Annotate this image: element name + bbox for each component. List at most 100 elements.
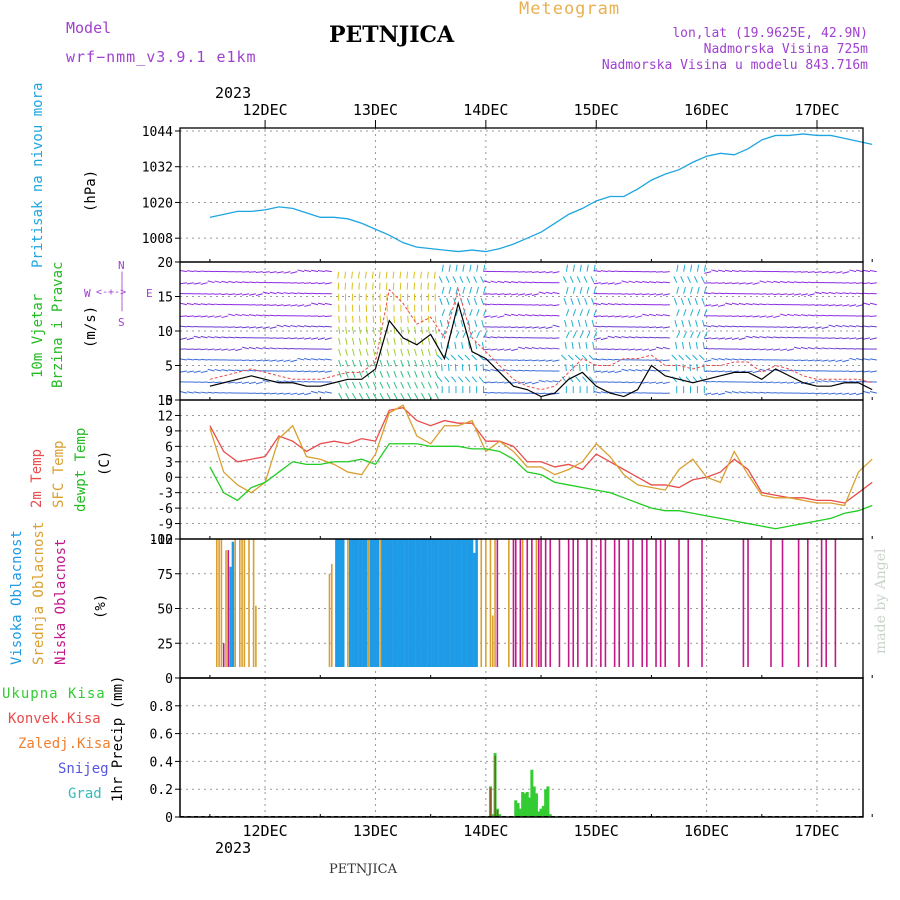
- wind-arrow: [621, 391, 629, 394]
- wind-arrow: [324, 302, 332, 306]
- wind-arrow: [420, 326, 424, 334]
- wind-arrow: [531, 281, 539, 284]
- wind-arrow: [766, 391, 774, 394]
- wind-arrow: [490, 293, 498, 295]
- wind-arrow: [473, 276, 478, 283]
- wind-arrow: [483, 336, 491, 339]
- wind-arrow: [379, 315, 382, 323]
- wind-arrow: [467, 319, 471, 327]
- wind-arrow: [711, 380, 719, 383]
- wind-arrow: [297, 392, 305, 396]
- station-title: PETNJICA: [329, 22, 455, 48]
- wind-arrow: [780, 348, 788, 351]
- wind-arrow: [437, 376, 443, 383]
- wind-arrow: [759, 348, 767, 351]
- y-tick-label: 12: [157, 409, 173, 424]
- wind-arrow: [338, 315, 340, 323]
- wind-arrow: [545, 304, 553, 307]
- wind-arrow: [773, 348, 781, 351]
- lonlat-label: lon,lat (19.9625E, 42.9N): [672, 26, 868, 41]
- wind-arrow: [586, 264, 589, 272]
- wind-arrow: [800, 281, 808, 284]
- wind-arrow: [290, 337, 298, 340]
- y-tick-label: 100: [150, 533, 173, 548]
- wind-arrow: [345, 348, 348, 356]
- wind-arrow: [807, 293, 815, 296]
- wind-arrow: [448, 309, 452, 316]
- wind-arrow: [228, 336, 236, 339]
- wind-arrow: [504, 336, 512, 339]
- wind-arrow: [828, 304, 836, 307]
- wind-arrow: [283, 292, 291, 295]
- wind-arrow: [581, 354, 588, 361]
- x-day-label-top: 13DEC: [353, 101, 398, 119]
- wind-arrow: [731, 358, 739, 361]
- wind-arrow: [393, 326, 396, 334]
- wind-arrow: [193, 335, 201, 339]
- wind-arrow: [379, 392, 384, 400]
- wind-arrow: [869, 358, 877, 361]
- wind-arrow: [445, 276, 450, 283]
- wind-arrow: [457, 376, 464, 383]
- wind-arrow: [780, 369, 788, 372]
- wind-arrow: [752, 270, 760, 273]
- wind-arrow: [283, 337, 291, 340]
- wind-arrow: [552, 359, 560, 362]
- wind-arrow: [642, 293, 650, 296]
- wind-arrow: [759, 280, 767, 284]
- wind-arrow: [752, 358, 760, 361]
- wind-arrow: [828, 324, 836, 328]
- wind-arrow: [759, 336, 767, 339]
- x-day-label-bottom: 13DEC: [353, 822, 398, 840]
- wind-arrow: [372, 381, 377, 389]
- wind-arrow: [635, 369, 643, 372]
- wind-arrow: [600, 302, 608, 306]
- wind-arrow: [469, 309, 473, 316]
- wind-arrow: [621, 381, 629, 384]
- wind-arrow: [856, 357, 864, 361]
- wind-arrow: [773, 381, 781, 384]
- wind-arrow: [483, 303, 491, 306]
- y-tick-label: 50: [157, 603, 173, 618]
- y-tick-label: 20: [157, 256, 173, 271]
- wind-arrow: [454, 364, 457, 372]
- wind-arrow: [193, 303, 201, 306]
- wind-arrow: [186, 337, 194, 341]
- wind-arrow: [221, 336, 229, 339]
- wind-arrow: [701, 298, 705, 305]
- wind-arrow: [427, 337, 431, 345]
- wind-arrow: [179, 302, 188, 306]
- wind-arrow: [524, 359, 532, 362]
- wind-arrow: [345, 370, 349, 378]
- altitude-label: Nadmorska Visina 725m: [703, 42, 868, 57]
- wind-arrow: [324, 358, 332, 361]
- wind-arrow: [235, 336, 243, 339]
- wind-arrow: [545, 314, 553, 317]
- wind-arrow: [694, 298, 698, 305]
- wind-arrow: [780, 313, 788, 317]
- wind-arrow: [718, 269, 726, 273]
- wind-arrow: [635, 293, 643, 296]
- wind-arrow: [642, 326, 650, 328]
- wind-arrow: [473, 298, 478, 305]
- wind-arrow: [242, 346, 250, 350]
- wind-arrow: [642, 280, 650, 284]
- wind-arrow: [276, 380, 284, 383]
- wind-arrow: [269, 314, 277, 317]
- wind-arrow: [835, 347, 843, 350]
- wind-arrow: [290, 271, 298, 274]
- panel-frame: [179, 677, 864, 818]
- wind-arrow: [731, 337, 739, 340]
- wind-arrow: [531, 293, 539, 296]
- wind-arrow: [704, 347, 712, 350]
- precip-total-bar: [539, 808, 543, 817]
- wind-arrow: [642, 336, 650, 339]
- wind-arrow: [476, 264, 479, 272]
- wind-arrow: [814, 379, 822, 383]
- wind-arrow: [745, 303, 753, 306]
- wind-arrow: [351, 348, 355, 356]
- wind-arrow: [179, 325, 187, 328]
- wind-arrow: [649, 326, 657, 329]
- wind-arrow: [628, 348, 636, 351]
- wind-arrow: [200, 335, 208, 339]
